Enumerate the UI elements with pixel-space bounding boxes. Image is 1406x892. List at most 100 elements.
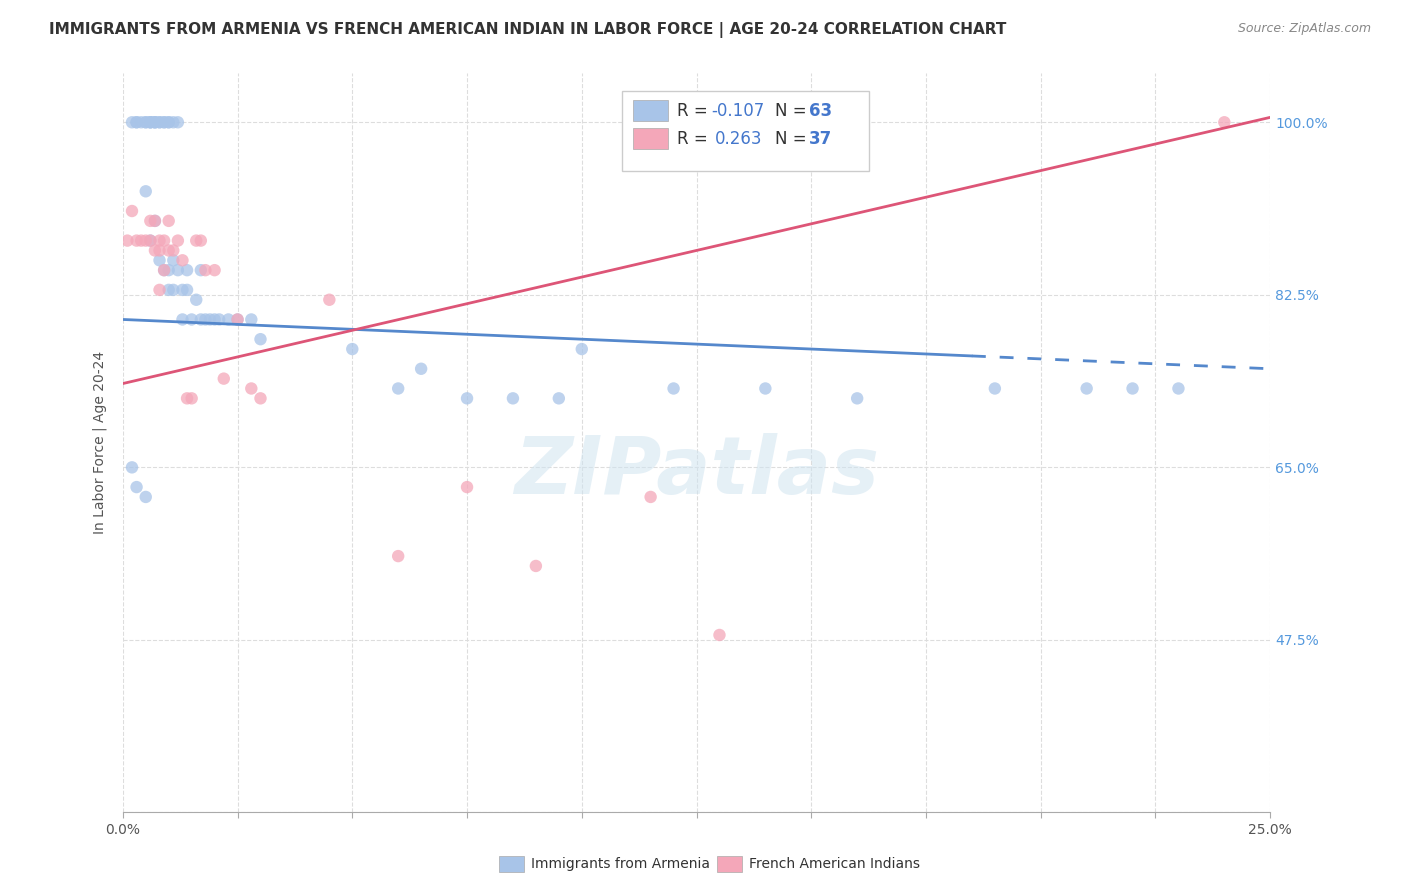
Point — [204, 263, 226, 277]
Point — [194, 263, 217, 277]
Point — [318, 293, 340, 307]
Point — [186, 293, 208, 307]
Point — [524, 558, 547, 573]
Point — [143, 115, 166, 129]
Text: 0.263: 0.263 — [714, 130, 762, 148]
Point — [226, 312, 249, 326]
Point — [240, 312, 263, 326]
Point — [1167, 382, 1189, 396]
Text: Source: ZipAtlas.com: Source: ZipAtlas.com — [1237, 22, 1371, 36]
Point — [148, 244, 170, 258]
Point — [571, 342, 593, 356]
Point — [240, 382, 263, 396]
Point — [129, 115, 152, 129]
Point — [984, 382, 1007, 396]
Point — [125, 115, 148, 129]
Point — [135, 234, 157, 248]
Point — [143, 115, 166, 129]
Text: R =: R = — [678, 102, 713, 120]
Point — [176, 392, 198, 406]
Text: ZIPatlas: ZIPatlas — [515, 434, 879, 511]
Point — [135, 184, 157, 198]
FancyBboxPatch shape — [621, 92, 869, 171]
Point — [121, 460, 143, 475]
Point — [502, 392, 524, 406]
Text: French American Indians: French American Indians — [749, 857, 921, 871]
Point — [190, 263, 212, 277]
Point — [226, 312, 249, 326]
Point — [148, 234, 170, 248]
Point — [162, 283, 184, 297]
Point — [121, 115, 143, 129]
Point — [125, 234, 148, 248]
Text: R =: R = — [678, 130, 718, 148]
Point — [117, 234, 139, 248]
Point — [208, 312, 231, 326]
Point — [194, 312, 217, 326]
Point — [129, 234, 152, 248]
Point — [139, 214, 162, 228]
Point — [387, 549, 409, 563]
Point — [167, 263, 190, 277]
Point — [387, 382, 409, 396]
Point — [139, 234, 162, 248]
Point — [125, 480, 148, 494]
Point — [662, 382, 685, 396]
Point — [1076, 382, 1098, 396]
Point — [135, 490, 157, 504]
Point — [456, 392, 478, 406]
Point — [148, 115, 170, 129]
Point — [1122, 382, 1144, 396]
Point — [162, 115, 184, 129]
Point — [162, 253, 184, 268]
FancyBboxPatch shape — [634, 100, 668, 121]
Text: 63: 63 — [808, 102, 832, 120]
FancyBboxPatch shape — [634, 128, 668, 149]
Point — [143, 244, 166, 258]
Text: -0.107: -0.107 — [711, 102, 765, 120]
Point — [176, 263, 198, 277]
Point — [640, 490, 662, 504]
Point — [754, 382, 776, 396]
Point — [135, 115, 157, 129]
Text: N =: N = — [775, 130, 811, 148]
Point — [139, 115, 162, 129]
Point — [143, 214, 166, 228]
Point — [342, 342, 364, 356]
Point — [172, 312, 194, 326]
Point — [176, 283, 198, 297]
Point — [121, 204, 143, 219]
Point — [172, 283, 194, 297]
Point — [198, 312, 221, 326]
Point — [411, 361, 433, 376]
Point — [157, 263, 180, 277]
Point — [709, 628, 731, 642]
Point — [139, 115, 162, 129]
Point — [846, 392, 869, 406]
Point — [143, 214, 166, 228]
Point — [204, 312, 226, 326]
Point — [1213, 115, 1236, 129]
Point — [148, 115, 170, 129]
Point — [249, 332, 271, 346]
Point — [157, 244, 180, 258]
Point — [167, 234, 190, 248]
Point — [135, 115, 157, 129]
Point — [157, 115, 180, 129]
Point — [125, 115, 148, 129]
Point — [217, 312, 239, 326]
Point — [157, 214, 180, 228]
Point — [180, 392, 202, 406]
Point — [190, 234, 212, 248]
Text: 37: 37 — [808, 130, 832, 148]
Text: IMMIGRANTS FROM ARMENIA VS FRENCH AMERICAN INDIAN IN LABOR FORCE | AGE 20-24 COR: IMMIGRANTS FROM ARMENIA VS FRENCH AMERIC… — [49, 22, 1007, 38]
Point — [157, 283, 180, 297]
Text: N =: N = — [775, 102, 811, 120]
Point — [180, 312, 202, 326]
Point — [167, 115, 190, 129]
Point — [186, 234, 208, 248]
Point — [153, 234, 176, 248]
Point — [148, 283, 170, 297]
Point — [143, 115, 166, 129]
Point — [190, 312, 212, 326]
